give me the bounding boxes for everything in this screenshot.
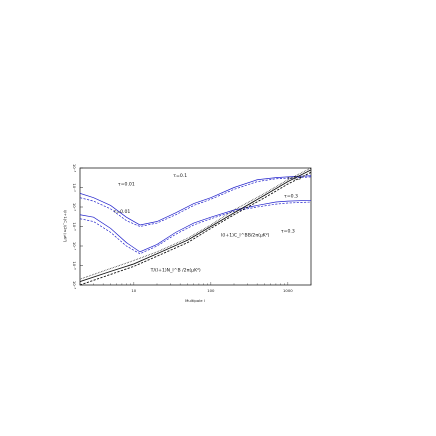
y-tick-label: 10⁻⁹ bbox=[72, 281, 77, 290]
y-axis-label: l(l+1)C_l/2π (μK²) bbox=[63, 210, 68, 243]
y-tick-label: 10⁻³ bbox=[72, 164, 77, 173]
annotation-label: l(l+1)C_l^BB/2π(μK²) bbox=[221, 233, 270, 239]
y-tick-label: 10⁻⁸ bbox=[72, 261, 77, 270]
annotation-label: τ=0.3 bbox=[281, 228, 295, 234]
annotation-label: T/(l+1)N_l^B /2π(μK²) bbox=[150, 267, 201, 273]
series-line bbox=[80, 199, 311, 253]
x-tick-label: 10 bbox=[131, 288, 136, 293]
series-line bbox=[80, 201, 311, 255]
series-line bbox=[80, 169, 311, 282]
y-axis-ticks: 10⁻⁹ 10⁻⁸ 10⁻⁷ 10⁻⁶ 10⁻⁵ 10⁻⁴ 10⁻³ bbox=[72, 164, 83, 290]
series-line bbox=[80, 176, 311, 227]
series-layer bbox=[80, 168, 311, 285]
series-line bbox=[80, 171, 311, 285]
y-tick-label: 10⁻⁶ bbox=[72, 222, 77, 231]
annotation-label: τ=0.1 bbox=[173, 173, 187, 179]
x-tick-label: 100 bbox=[207, 288, 215, 293]
annotation-label: τ=0.3 bbox=[284, 194, 298, 200]
series-line bbox=[80, 175, 311, 226]
annotation-label: τ=0.01 bbox=[113, 209, 130, 215]
x-axis-ticks: 10 100 1000 bbox=[79, 282, 312, 293]
y-tick-label: 10⁻⁷ bbox=[72, 242, 77, 251]
annotation-label: τ=0.01 bbox=[118, 181, 135, 187]
y-tick-label: 10⁻⁵ bbox=[72, 203, 77, 212]
annotation-layer: τ=0.1 τ=0.01 τ=0.01 τ=0.3 τ=0.3 τ=0.3 l(l+1)C_… bbox=[113, 173, 300, 273]
x-axis-label: Multipole l bbox=[185, 298, 205, 303]
y-tick-label: 10⁻⁴ bbox=[72, 183, 77, 192]
x-tick-label: 1000 bbox=[283, 288, 293, 293]
series-line bbox=[80, 168, 311, 280]
annotation-label: τ=0.3 bbox=[287, 176, 301, 182]
